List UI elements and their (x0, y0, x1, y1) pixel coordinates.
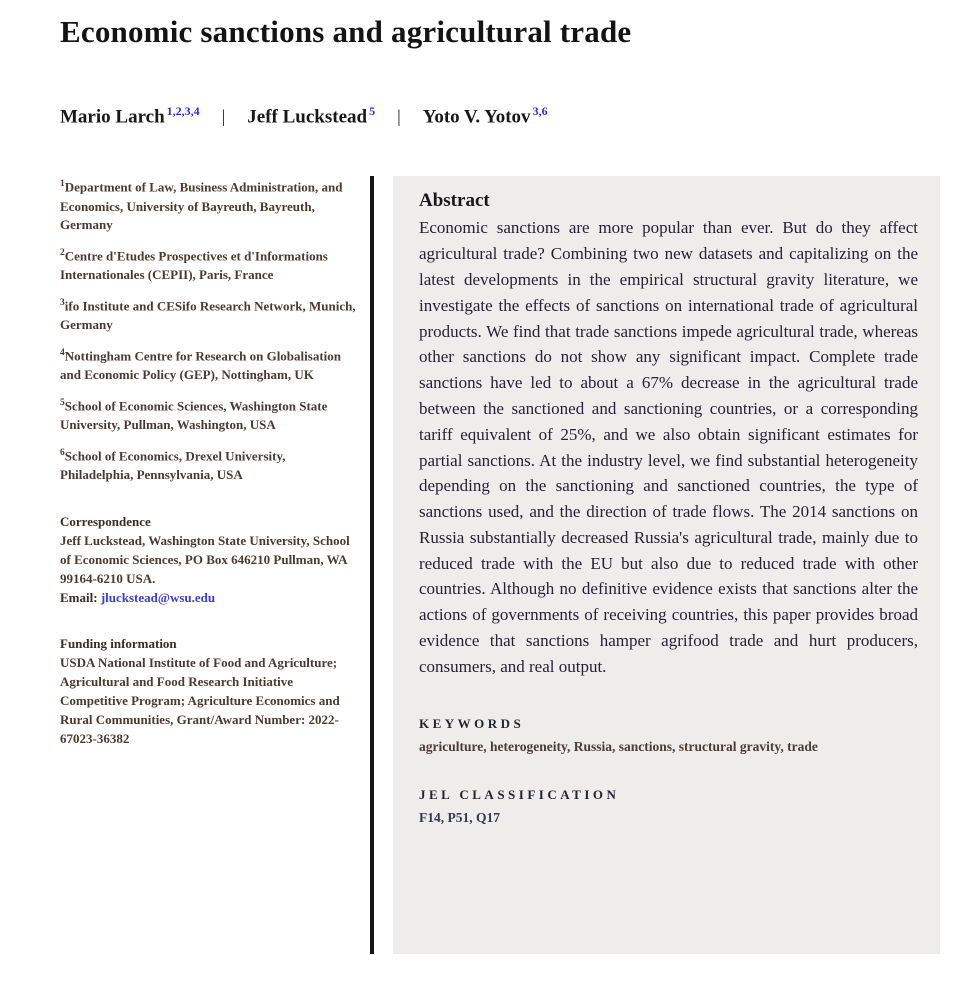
abstract-text: Economic sanctions are more popular than… (419, 218, 918, 676)
affiliation-text: Nottingham Centre for Research on Global… (60, 348, 341, 383)
correspondence-heading: Correspondence (60, 514, 151, 530)
affiliation-marker: 4 (60, 348, 65, 359)
affiliation-item: 2Centre d'Etudes Prospectives et d'Infor… (60, 247, 362, 285)
abstract-heading: Abstract (419, 190, 490, 212)
author-superscript: 5 (369, 104, 376, 118)
affiliation-item: 1Department of Law, Business Administrat… (60, 178, 362, 235)
affiliation-marker: 3 (60, 298, 65, 309)
affiliation-text: School of Economics, Drexel University, … (60, 448, 286, 483)
funding-section: Funding information USDA National Instit… (60, 635, 362, 748)
correspondence-section: Correspondence Jeff Luckstead, Washingto… (60, 513, 362, 607)
page-title: Economic sanctions and agricultural trad… (60, 14, 632, 49)
content-columns: 1Department of Law, Business Administrat… (60, 176, 940, 955)
affiliation-item: 6School of Economics, Drexel University,… (60, 447, 362, 485)
correspondence-text: Jeff Luckstead, Washington State Univers… (60, 533, 350, 586)
author-superscript: 1,2,3,4 (166, 104, 200, 118)
paper-page: Economic sanctions and agricultural trad… (60, 14, 940, 955)
funding-text: USDA National Institute of Food and Agri… (60, 655, 340, 746)
keywords-heading: KEYWORDS (419, 715, 525, 731)
email-label: Email: (60, 589, 98, 605)
affiliation-text: School of Economic Sciences, Washington … (60, 398, 328, 433)
author-name: Mario Larch (60, 106, 165, 128)
affiliation-item: 3ifo Institute and CESifo Research Netwo… (60, 297, 362, 335)
affiliation-text: Centre d'Etudes Prospectives et d'Inform… (60, 248, 328, 283)
author-name: Jeff Luckstead (247, 106, 368, 128)
funding-heading: Funding information (60, 636, 177, 652)
affiliation-text: ifo Institute and CESifo Research Networ… (60, 298, 356, 333)
jel-text: F14, P51, Q17 (419, 809, 500, 825)
left-sidebar: 1Department of Law, Business Administrat… (60, 176, 362, 954)
jel-heading: JEL CLASSIFICATION (419, 786, 620, 802)
affiliation-marker: 1 (60, 179, 65, 190)
author-separator: | (221, 106, 226, 127)
author-superscript: 3,6 (532, 104, 548, 118)
authors-row: Mario Larch 1,2,3,4 | Jeff Luckstead 5 | Y… (60, 104, 940, 128)
keywords-text: agriculture, heterogeneity, Russia, sanc… (419, 738, 818, 754)
column-divider (370, 176, 374, 955)
abstract-panel: Abstract Economic sanctions are more pop… (393, 176, 940, 955)
affiliation-marker: 2 (60, 248, 65, 259)
affiliation-marker: 5 (60, 398, 65, 409)
author: Mario Larch 1,2,3,4 (60, 104, 200, 128)
correspondence-email-line: Email: jluckstead@wsu.edu (60, 589, 362, 608)
author-separator: | (397, 106, 401, 127)
affiliation-text: Department of Law, Business Administrati… (60, 179, 343, 233)
author-name: Yoto V. Yotov (422, 106, 531, 128)
affiliation-marker: 6 (60, 448, 65, 459)
author: Jeff Luckstead 5 (247, 104, 375, 128)
author: Yoto V. Yotov 3,6 (423, 104, 548, 128)
email-link[interactable]: jluckstead@wsu.edu (100, 589, 216, 605)
affiliation-item: 4Nottingham Centre for Research on Globa… (60, 347, 362, 385)
affiliation-item: 5School of Economic Sciences, Washington… (60, 397, 362, 435)
